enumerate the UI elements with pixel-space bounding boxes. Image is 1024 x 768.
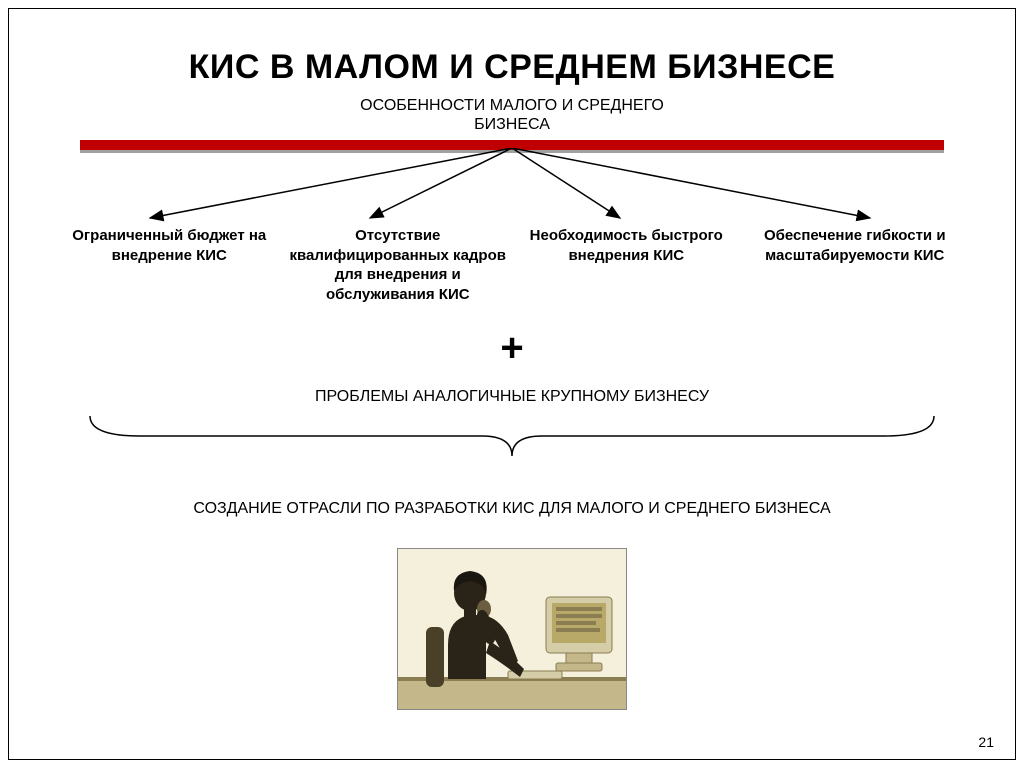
branch-staff: Отсутствие квалифицированных кадров для … <box>289 226 508 304</box>
branch-speed: Необходимость быстрого внедрения КИС <box>517 226 736 304</box>
curly-bracket <box>80 408 944 468</box>
problems-text: ПРОБЛЕМЫ АНАЛОГИЧНЫЕ КРУПНОМУ БИЗНЕСУ <box>0 388 1024 406</box>
slide-title: КИС В МАЛОМ И СРЕДНЕМ БИЗНЕСЕ <box>0 48 1024 87</box>
conclusion-text: СОЗДАНИЕ ОТРАСЛИ ПО РАЗРАБОТКИ КИС ДЛЯ М… <box>0 500 1024 518</box>
subtitle-line1: ОСОБЕННОСТИ МАЛОГО И СРЕДНЕГО <box>360 97 664 114</box>
plus-symbol: + <box>0 326 1024 371</box>
branch-arrows <box>0 148 1024 228</box>
branch-flexibility: Обеспечение гибкости и масштабируемости … <box>746 226 965 304</box>
branch-container: Ограниченный бюджет на внедрение КИС Отс… <box>60 226 964 304</box>
branch-budget: Ограниченный бюджет на внедрение КИС <box>60 226 279 304</box>
page-number: 21 <box>978 734 994 750</box>
person-at-computer-illustration <box>397 548 627 710</box>
slide-subtitle: ОСОБЕННОСТИ МАЛОГО И СРЕДНЕГО БИЗНЕСА <box>0 96 1024 134</box>
subtitle-line2: БИЗНЕСА <box>474 116 550 133</box>
